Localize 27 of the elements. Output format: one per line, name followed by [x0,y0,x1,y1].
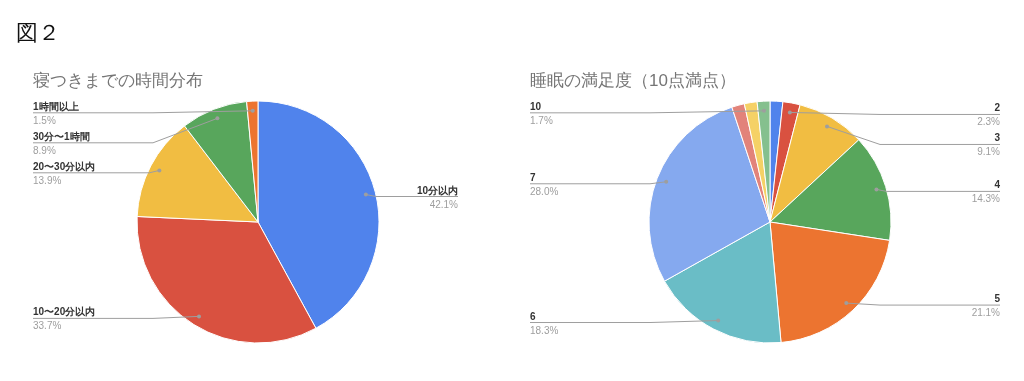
slice-label: 6 [530,310,536,322]
caption: 図２ [16,20,60,45]
data-label: 2.3% [977,116,1001,128]
slice-label: 20〜30分以内 [33,160,96,172]
slice-label: 10分以内 [416,184,458,196]
data-label: 8.9% [33,144,56,156]
data-label: 13.9% [33,174,62,186]
slice-label: 10〜20分以内 [33,306,96,318]
chart-title: 寝つきまでの時間分布 [33,71,203,90]
slice-label: 4 [994,179,1001,191]
slice-label: 30分〜1時間 [33,130,90,142]
data-label: 18.3% [530,324,559,336]
slice-label: 2 [994,102,1001,114]
slice-label: 5 [994,293,1001,305]
slice-label: 7 [530,171,536,183]
data-label: 21.1% [971,307,1001,319]
data-label: 1.7% [530,114,553,126]
slice-label: 3 [994,132,1001,144]
data-label: 33.7% [33,320,62,332]
data-label: 9.1% [977,146,1001,158]
slice-label: 10 [530,100,542,112]
slice-label: 1時間以上 [33,100,79,112]
data-label: 1.5% [33,114,56,126]
data-label: 42.1% [429,198,459,210]
data-label: 28.0% [530,185,559,197]
chart-title: 睡眠の満足度（10点満点） [530,71,736,90]
data-label: 14.3% [971,193,1001,205]
